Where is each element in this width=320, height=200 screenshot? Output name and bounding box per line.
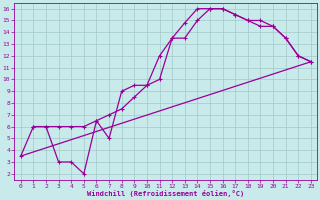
X-axis label: Windchill (Refroidissement éolien,°C): Windchill (Refroidissement éolien,°C): [87, 190, 244, 197]
